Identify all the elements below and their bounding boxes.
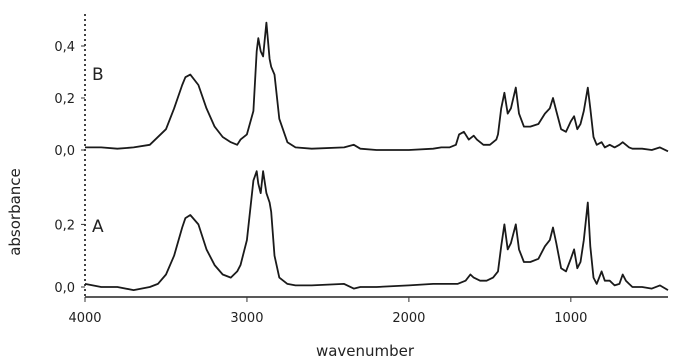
panel-label: B [92, 65, 104, 85]
panel-label: A [92, 217, 104, 237]
y-axis-title: absorbance [6, 168, 24, 256]
y-tick-label: 0,2 [54, 218, 75, 233]
panel-B: 0,0 0,2 0,4 B [54, 21, 669, 159]
x-tick-label: 1000 [554, 311, 587, 326]
spectrum-line-A [84, 170, 669, 292]
x-tick-label: 2000 [392, 311, 425, 326]
x-axis-ticks: 4000 3000 2000 1000 [68, 297, 587, 326]
y-tick-label: 0,4 [54, 40, 75, 55]
y-tick-label: 0,0 [54, 281, 75, 296]
spectrum-line-B [85, 21, 669, 153]
panel-A: 0,0 0,2 A [54, 170, 669, 296]
y-tick-label: 0,0 [54, 144, 75, 159]
spectra-panels: 0,0 0,2 0,4 B 0,0 0,2 A [54, 21, 669, 296]
x-tick-label: 3000 [230, 311, 263, 326]
y-tick-label: 0,2 [54, 92, 75, 107]
x-axis-title: wavenumber [316, 342, 415, 360]
x-tick-label: 4000 [68, 311, 101, 326]
